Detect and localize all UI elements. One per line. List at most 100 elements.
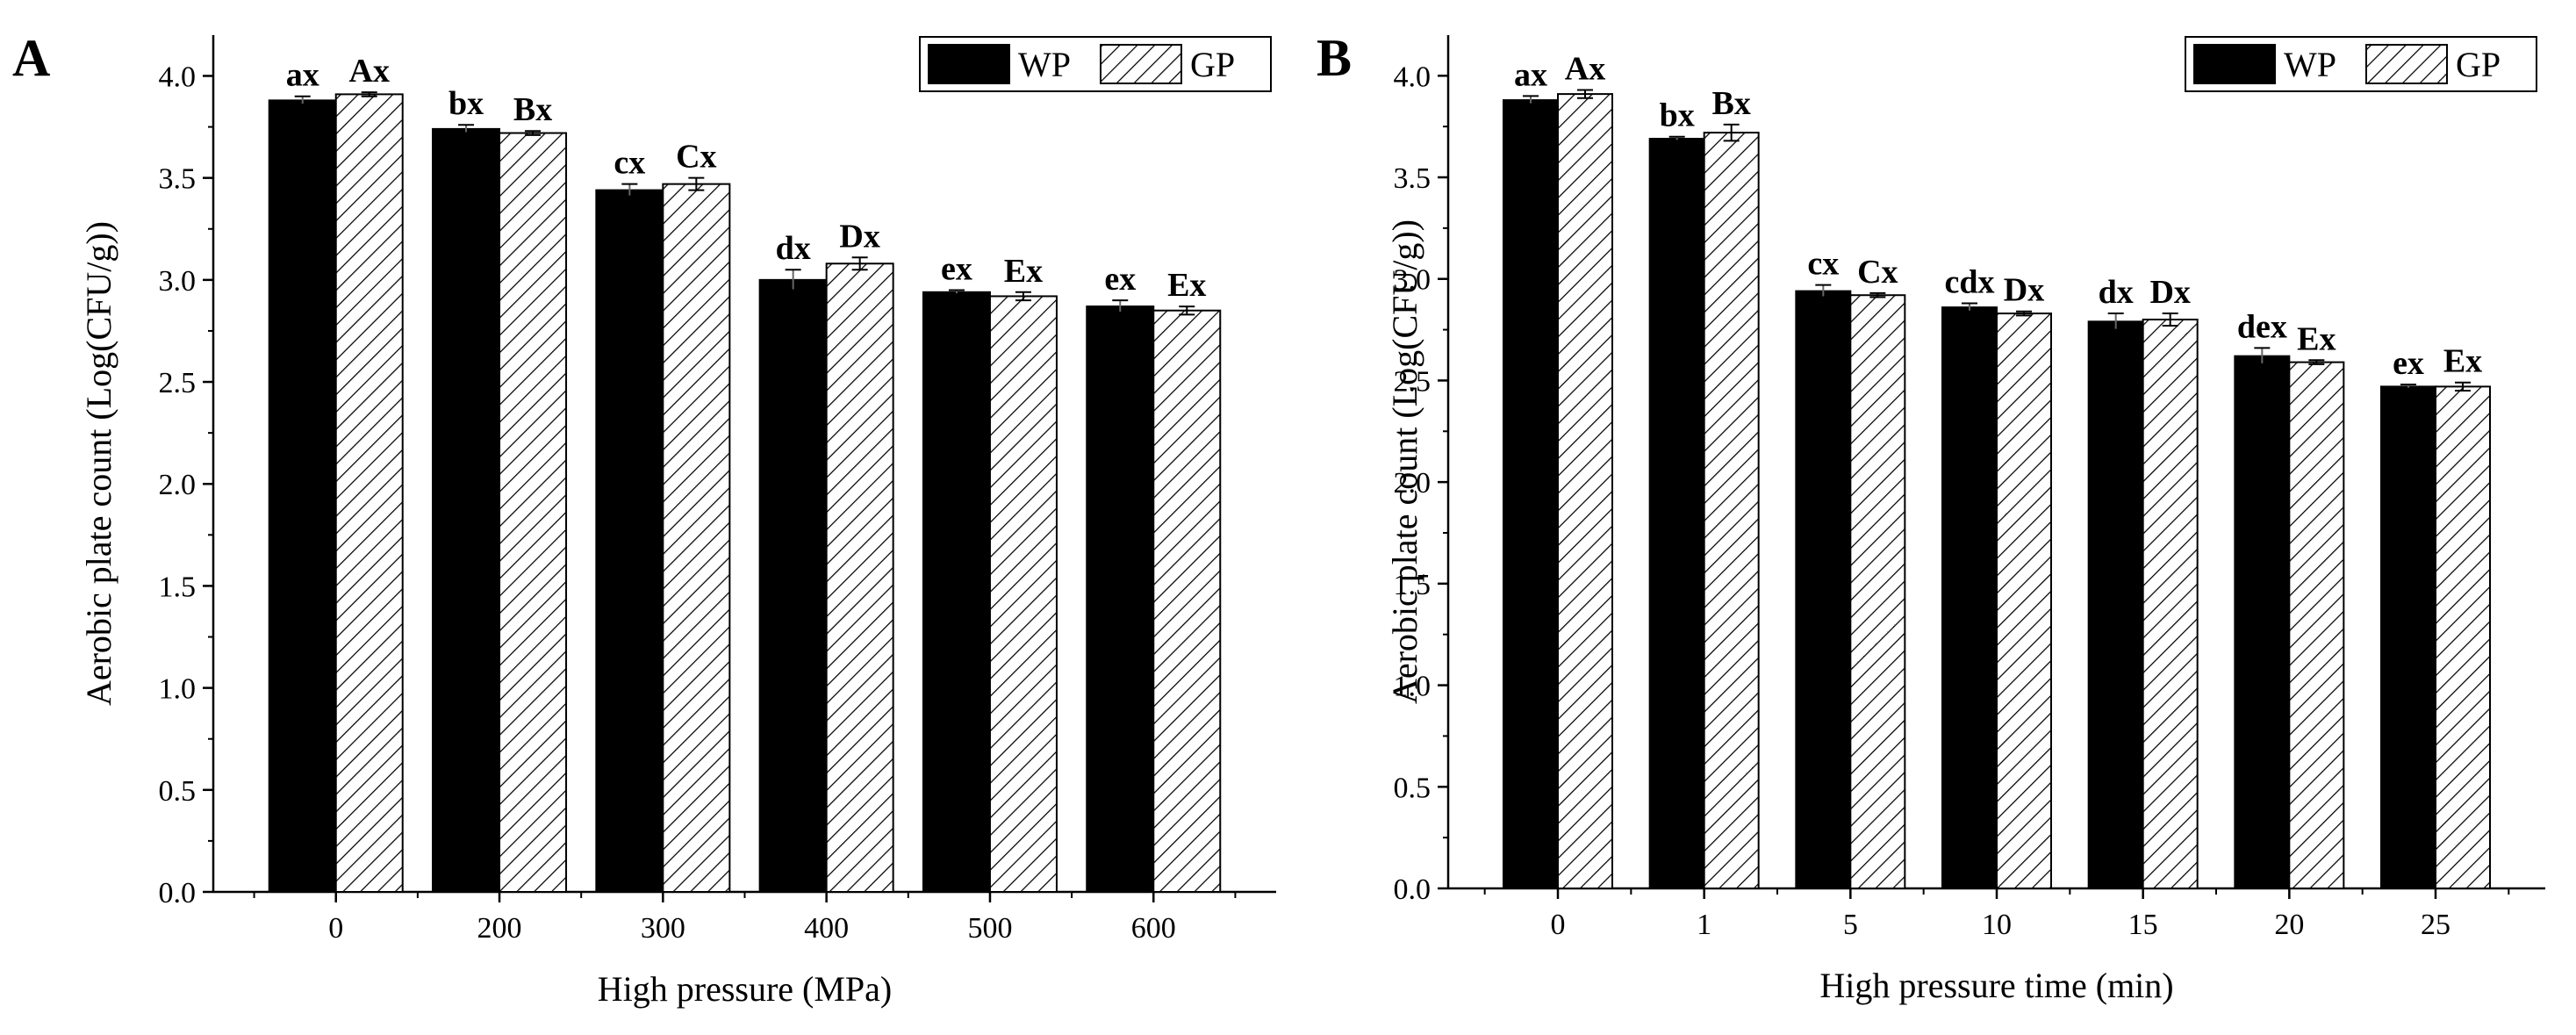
legend-label-gp: GP bbox=[1190, 45, 1235, 84]
y-tick-label: 1.5 bbox=[1394, 569, 1432, 601]
y-tick-label: 4.0 bbox=[1394, 61, 1432, 93]
bar-wp bbox=[2234, 355, 2291, 889]
significance-label: Cx bbox=[676, 139, 716, 176]
x-tick-label: 0 bbox=[1551, 909, 1566, 941]
x-tick-label: 25 bbox=[2421, 909, 2450, 941]
bar-wp bbox=[758, 278, 828, 894]
y-tick-label: 1.5 bbox=[159, 571, 197, 603]
y-tick-label: 3.5 bbox=[1394, 162, 1432, 195]
x-tick-label: 20 bbox=[2274, 909, 2304, 941]
y-tick-label: 1.0 bbox=[1394, 671, 1432, 703]
bar-gp bbox=[1849, 294, 1906, 889]
y-tick-label: 0.0 bbox=[159, 877, 197, 909]
bar-gp bbox=[499, 132, 568, 894]
significance-label: ex bbox=[1104, 261, 1136, 298]
bar-gp bbox=[334, 93, 404, 893]
significance-label: ex bbox=[941, 250, 972, 287]
bar-wp bbox=[268, 99, 337, 894]
significance-label: Ax bbox=[349, 53, 390, 90]
bar-gp bbox=[662, 183, 731, 893]
y-tick-label: 1.0 bbox=[159, 673, 197, 706]
chart-panel-a: A 0.0 0.5 1.0 1.5 2.0 2.5 3.0 3.5 4.0 Aerobic plat… bbox=[12, 29, 1276, 1009]
panel-letter: B bbox=[1317, 29, 1352, 87]
legend-swatch-gp bbox=[1100, 44, 1182, 84]
y-tick-label: 2.5 bbox=[159, 367, 197, 399]
bar-wp bbox=[1503, 99, 1559, 890]
bar-wp bbox=[922, 291, 991, 893]
significance-label: bx bbox=[1660, 97, 1695, 134]
x-axis-title: High pressure time (min) bbox=[1819, 966, 2173, 1005]
bar-gp bbox=[1703, 132, 1760, 890]
significance-label: Dx bbox=[2149, 274, 2190, 311]
bar-gp bbox=[2142, 319, 2199, 889]
legend-swatch-wp bbox=[2193, 44, 2276, 84]
x-tick-label: 600 bbox=[1131, 912, 1176, 945]
y-tick-label: 3.0 bbox=[1394, 264, 1432, 297]
significance-label: Bx bbox=[513, 91, 552, 128]
x-tick-label: 400 bbox=[804, 912, 849, 945]
bar-gp bbox=[2288, 361, 2345, 890]
bar-wp bbox=[2087, 320, 2144, 890]
y-tick-label: 2.5 bbox=[1394, 365, 1432, 398]
x-tick-label: 500 bbox=[967, 912, 1012, 945]
significance-label: Ex bbox=[2297, 320, 2336, 357]
significance-label: cdx bbox=[1945, 263, 1995, 300]
significance-label: bx bbox=[448, 85, 484, 122]
legend-label-wp: WP bbox=[2284, 45, 2336, 84]
x-tick-label: 0 bbox=[328, 912, 343, 945]
x-tick-label: 1 bbox=[1697, 909, 1711, 941]
significance-label: dx bbox=[776, 230, 811, 267]
bar-gp bbox=[988, 295, 1058, 893]
x-tick-label: 5 bbox=[1843, 909, 1858, 941]
legend-label-gp: GP bbox=[2456, 45, 2501, 84]
significance-label: ax bbox=[1514, 56, 1547, 93]
x-tick-label: 200 bbox=[477, 912, 522, 945]
bar-wp bbox=[1941, 306, 1998, 890]
bar-wp bbox=[1648, 138, 1705, 889]
y-tick-label: 0.5 bbox=[1394, 772, 1432, 804]
significance-label: Ex bbox=[1167, 267, 1206, 304]
legend-swatch-gp bbox=[2365, 44, 2448, 84]
y-tick-label: 4.0 bbox=[159, 61, 197, 93]
significance-label: Cx bbox=[1857, 254, 1898, 291]
y-tick-label: 2.0 bbox=[1394, 467, 1432, 500]
bar-gp bbox=[1557, 93, 1613, 890]
bar-gp bbox=[2435, 385, 2491, 890]
significance-label: Dx bbox=[2004, 272, 2044, 309]
legend-label-wp: WP bbox=[1018, 45, 1071, 84]
bar-gp bbox=[1152, 309, 1222, 893]
x-tick-label: 300 bbox=[641, 912, 685, 945]
bar-wp bbox=[1086, 305, 1155, 894]
legend: WP GP bbox=[2185, 36, 2537, 92]
significance-label: dx bbox=[2099, 274, 2134, 311]
significance-label: Dx bbox=[839, 218, 879, 255]
y-tick-label: 0.5 bbox=[159, 775, 197, 808]
significance-label: Ex bbox=[2443, 343, 2482, 380]
y-tick-label: 3.0 bbox=[159, 265, 197, 298]
bar-wp bbox=[595, 189, 664, 894]
x-tick-label: 15 bbox=[2128, 909, 2158, 941]
x-tick-label: 10 bbox=[1982, 909, 2012, 941]
chart-panel-b: B 0.0 0.5 1.0 1.5 2.0 2.5 3.0 3.5 4.0 Aerobic plat… bbox=[1317, 29, 2545, 1005]
y-axis-title: Aerobic plate count (Log(CFU/g)) bbox=[1385, 219, 1424, 704]
y-axis-title: Aerobic plate count (Log(CFU/g)) bbox=[79, 221, 118, 706]
significance-label: Ex bbox=[1004, 253, 1043, 290]
y-tick-label: 0.0 bbox=[1394, 873, 1432, 906]
significance-label: dex bbox=[2237, 308, 2287, 345]
significance-label: Bx bbox=[1711, 85, 1750, 122]
y-tick-label: 2.0 bbox=[159, 469, 197, 501]
bar-wp bbox=[1795, 290, 1852, 890]
significance-label: ex bbox=[2393, 345, 2424, 382]
panel-letter: A bbox=[12, 29, 50, 87]
legend: WP GP bbox=[919, 36, 1272, 92]
bar-gp bbox=[825, 262, 894, 893]
significance-label: ax bbox=[286, 57, 319, 94]
bar-gp bbox=[1996, 313, 2052, 889]
significance-label: cx bbox=[614, 145, 645, 182]
significance-label: cx bbox=[1807, 246, 1839, 283]
bar-wp bbox=[432, 127, 501, 893]
significance-label: Ax bbox=[1565, 50, 1605, 87]
legend-swatch-wp bbox=[928, 44, 1010, 84]
y-tick-label: 3.5 bbox=[159, 163, 197, 196]
